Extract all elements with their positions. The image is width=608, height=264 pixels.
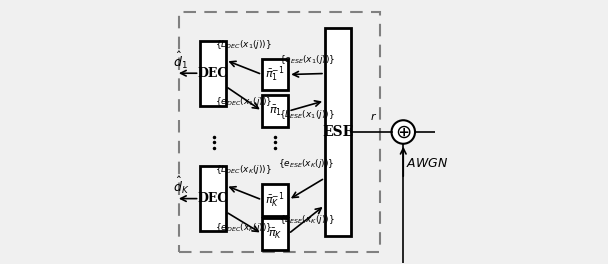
Text: $\bar{\pi}_K$: $\bar{\pi}_K$ xyxy=(268,227,283,241)
Text: $\{e_{ESE}(x_K(j))\}$: $\{e_{ESE}(x_K(j))\}$ xyxy=(278,157,335,170)
FancyBboxPatch shape xyxy=(262,218,288,249)
Text: $\{e_{ESE}(x_1(j))\}$: $\{e_{ESE}(x_1(j))\}$ xyxy=(278,53,335,66)
Text: $\bar{\pi}_1$: $\bar{\pi}_1$ xyxy=(269,104,282,118)
Text: $AWGN$: $AWGN$ xyxy=(406,157,448,170)
Text: $\{e_{DEC}(x_K(j))\}$: $\{e_{DEC}(x_K(j))\}$ xyxy=(215,221,273,234)
Text: $\oplus$: $\oplus$ xyxy=(395,122,412,142)
Text: $\hat{d}_1$: $\hat{d}_1$ xyxy=(173,50,188,71)
Text: $\{L_{ESE}(x_K(j))\}$: $\{L_{ESE}(x_K(j))\}$ xyxy=(278,213,334,226)
Text: $\{L_{DEC}(x_1(j))\}$: $\{L_{DEC}(x_1(j))\}$ xyxy=(215,38,272,51)
FancyBboxPatch shape xyxy=(262,59,288,90)
Text: $\{L_{DEC}(x_K(j))\}$: $\{L_{DEC}(x_K(j))\}$ xyxy=(215,163,272,176)
FancyBboxPatch shape xyxy=(262,95,288,127)
FancyBboxPatch shape xyxy=(262,184,288,216)
Text: $\bar{\pi}_K^{-1}$: $\bar{\pi}_K^{-1}$ xyxy=(266,190,285,210)
Text: $\{e_{DEC}(x_1(j))\}$: $\{e_{DEC}(x_1(j))\}$ xyxy=(215,95,272,109)
Text: ESE: ESE xyxy=(322,125,354,139)
Text: $\hat{d}_K$: $\hat{d}_K$ xyxy=(173,175,190,196)
Text: DEC: DEC xyxy=(198,67,228,80)
Text: DEC: DEC xyxy=(198,192,228,205)
FancyBboxPatch shape xyxy=(325,27,351,237)
FancyBboxPatch shape xyxy=(199,166,226,231)
Circle shape xyxy=(392,120,415,144)
FancyBboxPatch shape xyxy=(199,41,226,106)
Text: $\bar{\pi}_1^{-1}$: $\bar{\pi}_1^{-1}$ xyxy=(266,65,285,84)
Text: $r$: $r$ xyxy=(370,111,378,121)
Text: $\{L_{ESE}(x_1(j))\}$: $\{L_{ESE}(x_1(j))\}$ xyxy=(279,109,334,121)
